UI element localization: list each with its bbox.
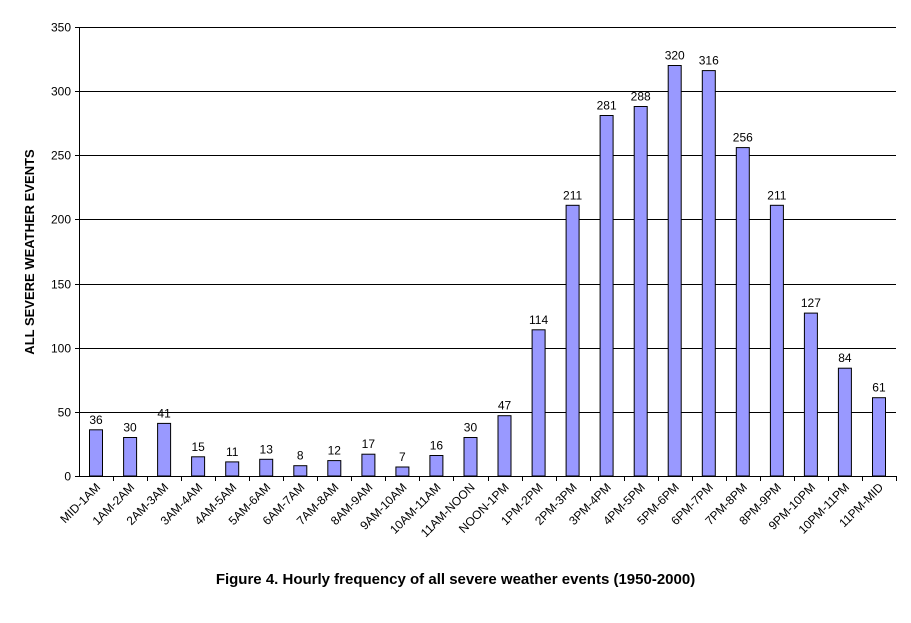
data-label: 211 — [767, 188, 786, 202]
data-label: 8 — [297, 449, 304, 463]
bar — [837, 367, 852, 477]
bar — [327, 460, 342, 477]
bar — [599, 115, 614, 477]
y-tick-label: 0 — [64, 470, 71, 484]
data-label: 211 — [563, 188, 582, 202]
y-tick-label: 350 — [51, 21, 71, 35]
data-label: 16 — [430, 438, 444, 452]
y-tick-label: 100 — [51, 342, 71, 356]
bar — [667, 65, 682, 477]
data-label: 256 — [733, 131, 753, 145]
data-label: 7 — [399, 450, 406, 464]
bar — [497, 415, 512, 477]
data-label: 114 — [529, 313, 548, 327]
data-label: 61 — [872, 381, 886, 395]
bar — [361, 453, 376, 477]
bar — [803, 312, 818, 477]
data-label: 12 — [328, 444, 342, 458]
y-axis-label: ALL SEVERE WEATHER EVENTS — [22, 149, 37, 355]
data-label: 281 — [597, 99, 617, 113]
bar — [463, 437, 478, 477]
gridlines — [79, 27, 896, 413]
y-tick-label: 250 — [51, 149, 71, 163]
bar — [225, 461, 240, 477]
bar — [259, 458, 274, 477]
y-tick-label: 200 — [51, 213, 71, 227]
y-tick-label: 300 — [51, 85, 71, 99]
data-label: 316 — [699, 54, 719, 68]
bars — [89, 65, 886, 477]
data-label: 41 — [157, 406, 171, 420]
data-label: 15 — [191, 440, 205, 454]
bar — [89, 429, 103, 477]
data-label: 84 — [838, 351, 852, 365]
y-tick-label: 150 — [51, 278, 71, 292]
bar — [701, 70, 716, 477]
bar — [191, 456, 206, 477]
chart-title: Figure 4. Hourly frequency of all severe… — [215, 571, 696, 588]
bar — [531, 329, 546, 477]
x-axis-ticks: MID-1AM1AM-2AM2AM-3AM3AM-4AM4AM-5AM5AM-6… — [57, 476, 897, 540]
data-label: 36 — [89, 413, 103, 427]
bar — [293, 465, 308, 477]
bar — [429, 455, 444, 477]
bar — [769, 204, 784, 477]
bar — [157, 422, 172, 477]
data-label: 30 — [123, 421, 137, 435]
y-axis-ticks: 0 50 100 150 200 250 300 350 — [51, 21, 79, 484]
bar — [735, 147, 750, 477]
data-label: 17 — [362, 437, 376, 451]
bar — [565, 204, 580, 477]
bar — [395, 466, 410, 477]
data-label: 47 — [498, 399, 512, 413]
bar — [872, 397, 886, 477]
data-labels: 36 30 41 15 11 13 8 12 17 7 16 30 47 114 211 281 288 320 3… — [89, 48, 886, 464]
y-tick-label: 50 — [58, 406, 72, 420]
bar — [633, 106, 648, 477]
data-label: 288 — [631, 90, 651, 104]
data-label: 11 — [226, 445, 239, 459]
data-label: 127 — [801, 296, 821, 310]
data-label: 13 — [260, 442, 274, 456]
data-label: 30 — [464, 421, 478, 435]
bar — [123, 437, 138, 477]
data-label: 320 — [665, 48, 685, 62]
